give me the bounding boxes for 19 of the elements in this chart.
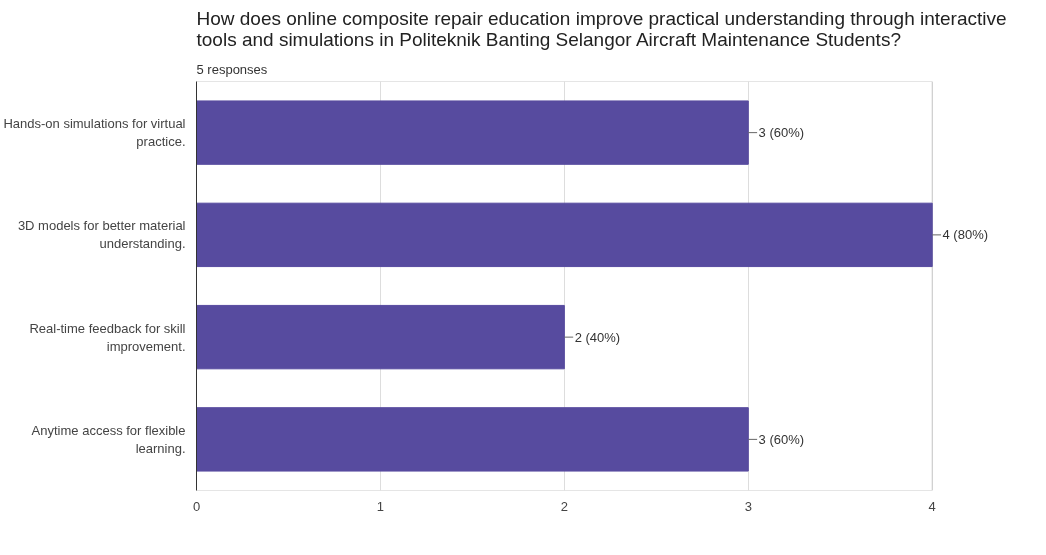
y-tick-label: 3D models for better material understanding. bbox=[17, 218, 186, 252]
chart-subtitle: 5 responses bbox=[196, 61, 268, 77]
data-label: 4 (80%) bbox=[942, 227, 989, 243]
x-tick-label: 0 bbox=[192, 498, 201, 514]
bar bbox=[196, 407, 749, 472]
chart-title: How does online composite repair education improve practical understanding through interactive tools and simulations in Politeknik Banting Selangor Aircraft Maintenance Students? bbox=[196, 7, 1007, 50]
y-tick-label: Real-time feedback for skill improvement. bbox=[29, 320, 186, 354]
data-label: 2 (40%) bbox=[574, 329, 621, 345]
y-tick-label: Anytime access for flexible learning. bbox=[31, 422, 186, 456]
y-tick-label: Hands-on simulations for virtual practice. bbox=[3, 116, 186, 150]
x-tick-label: 1 bbox=[376, 498, 385, 514]
data-label: 3 (60%) bbox=[758, 125, 805, 141]
x-tick-label: 4 bbox=[928, 498, 936, 514]
bar bbox=[196, 202, 933, 268]
bar bbox=[196, 100, 749, 165]
x-tick-label: 3 bbox=[744, 498, 752, 514]
x-tick-label: 2 bbox=[560, 498, 568, 514]
bar bbox=[196, 304, 565, 370]
data-label: 3 (60%) bbox=[758, 431, 805, 447]
